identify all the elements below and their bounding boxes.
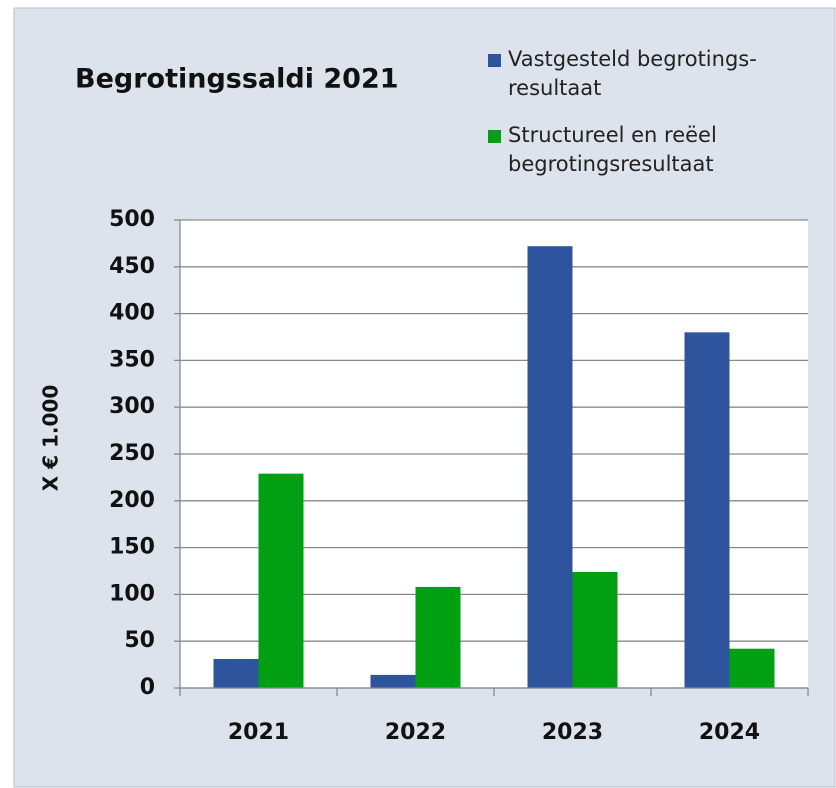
y-tick-label: 200 (109, 488, 155, 513)
bar (729, 648, 775, 688)
y-tick-label: 350 (109, 347, 155, 372)
bar (572, 571, 618, 688)
bar (213, 658, 259, 688)
legend-swatch (488, 54, 501, 67)
x-tick-label: 2022 (385, 720, 446, 745)
bar (258, 473, 304, 688)
legend-label: Vastgesteld begrotings-resultaat (508, 47, 757, 100)
x-tick-label: 2024 (699, 720, 760, 745)
bar (415, 586, 461, 688)
y-tick-label: 500 (109, 207, 155, 232)
y-tick-label: 100 (109, 581, 155, 606)
x-tick-label: 2021 (228, 720, 289, 745)
bar (370, 674, 416, 688)
bar (527, 246, 573, 688)
x-tick-label: 2023 (542, 720, 603, 745)
y-tick-label: 50 (124, 628, 155, 653)
legend-label: Structureel en reëel begrotingsresultaat (508, 123, 717, 176)
y-tick-label: 250 (109, 441, 155, 466)
y-tick-label: 400 (109, 301, 155, 326)
y-tick-label: 450 (109, 254, 155, 279)
y-tick-label: 300 (109, 394, 155, 419)
y-axis-label: X € 1.000 (39, 385, 63, 492)
y-tick-label: 0 (140, 675, 155, 700)
y-tick-label: 150 (109, 535, 155, 560)
legend-swatch (488, 130, 501, 143)
bar (684, 332, 730, 688)
chart-title: Begrotingssaldi 2021 (75, 64, 399, 95)
